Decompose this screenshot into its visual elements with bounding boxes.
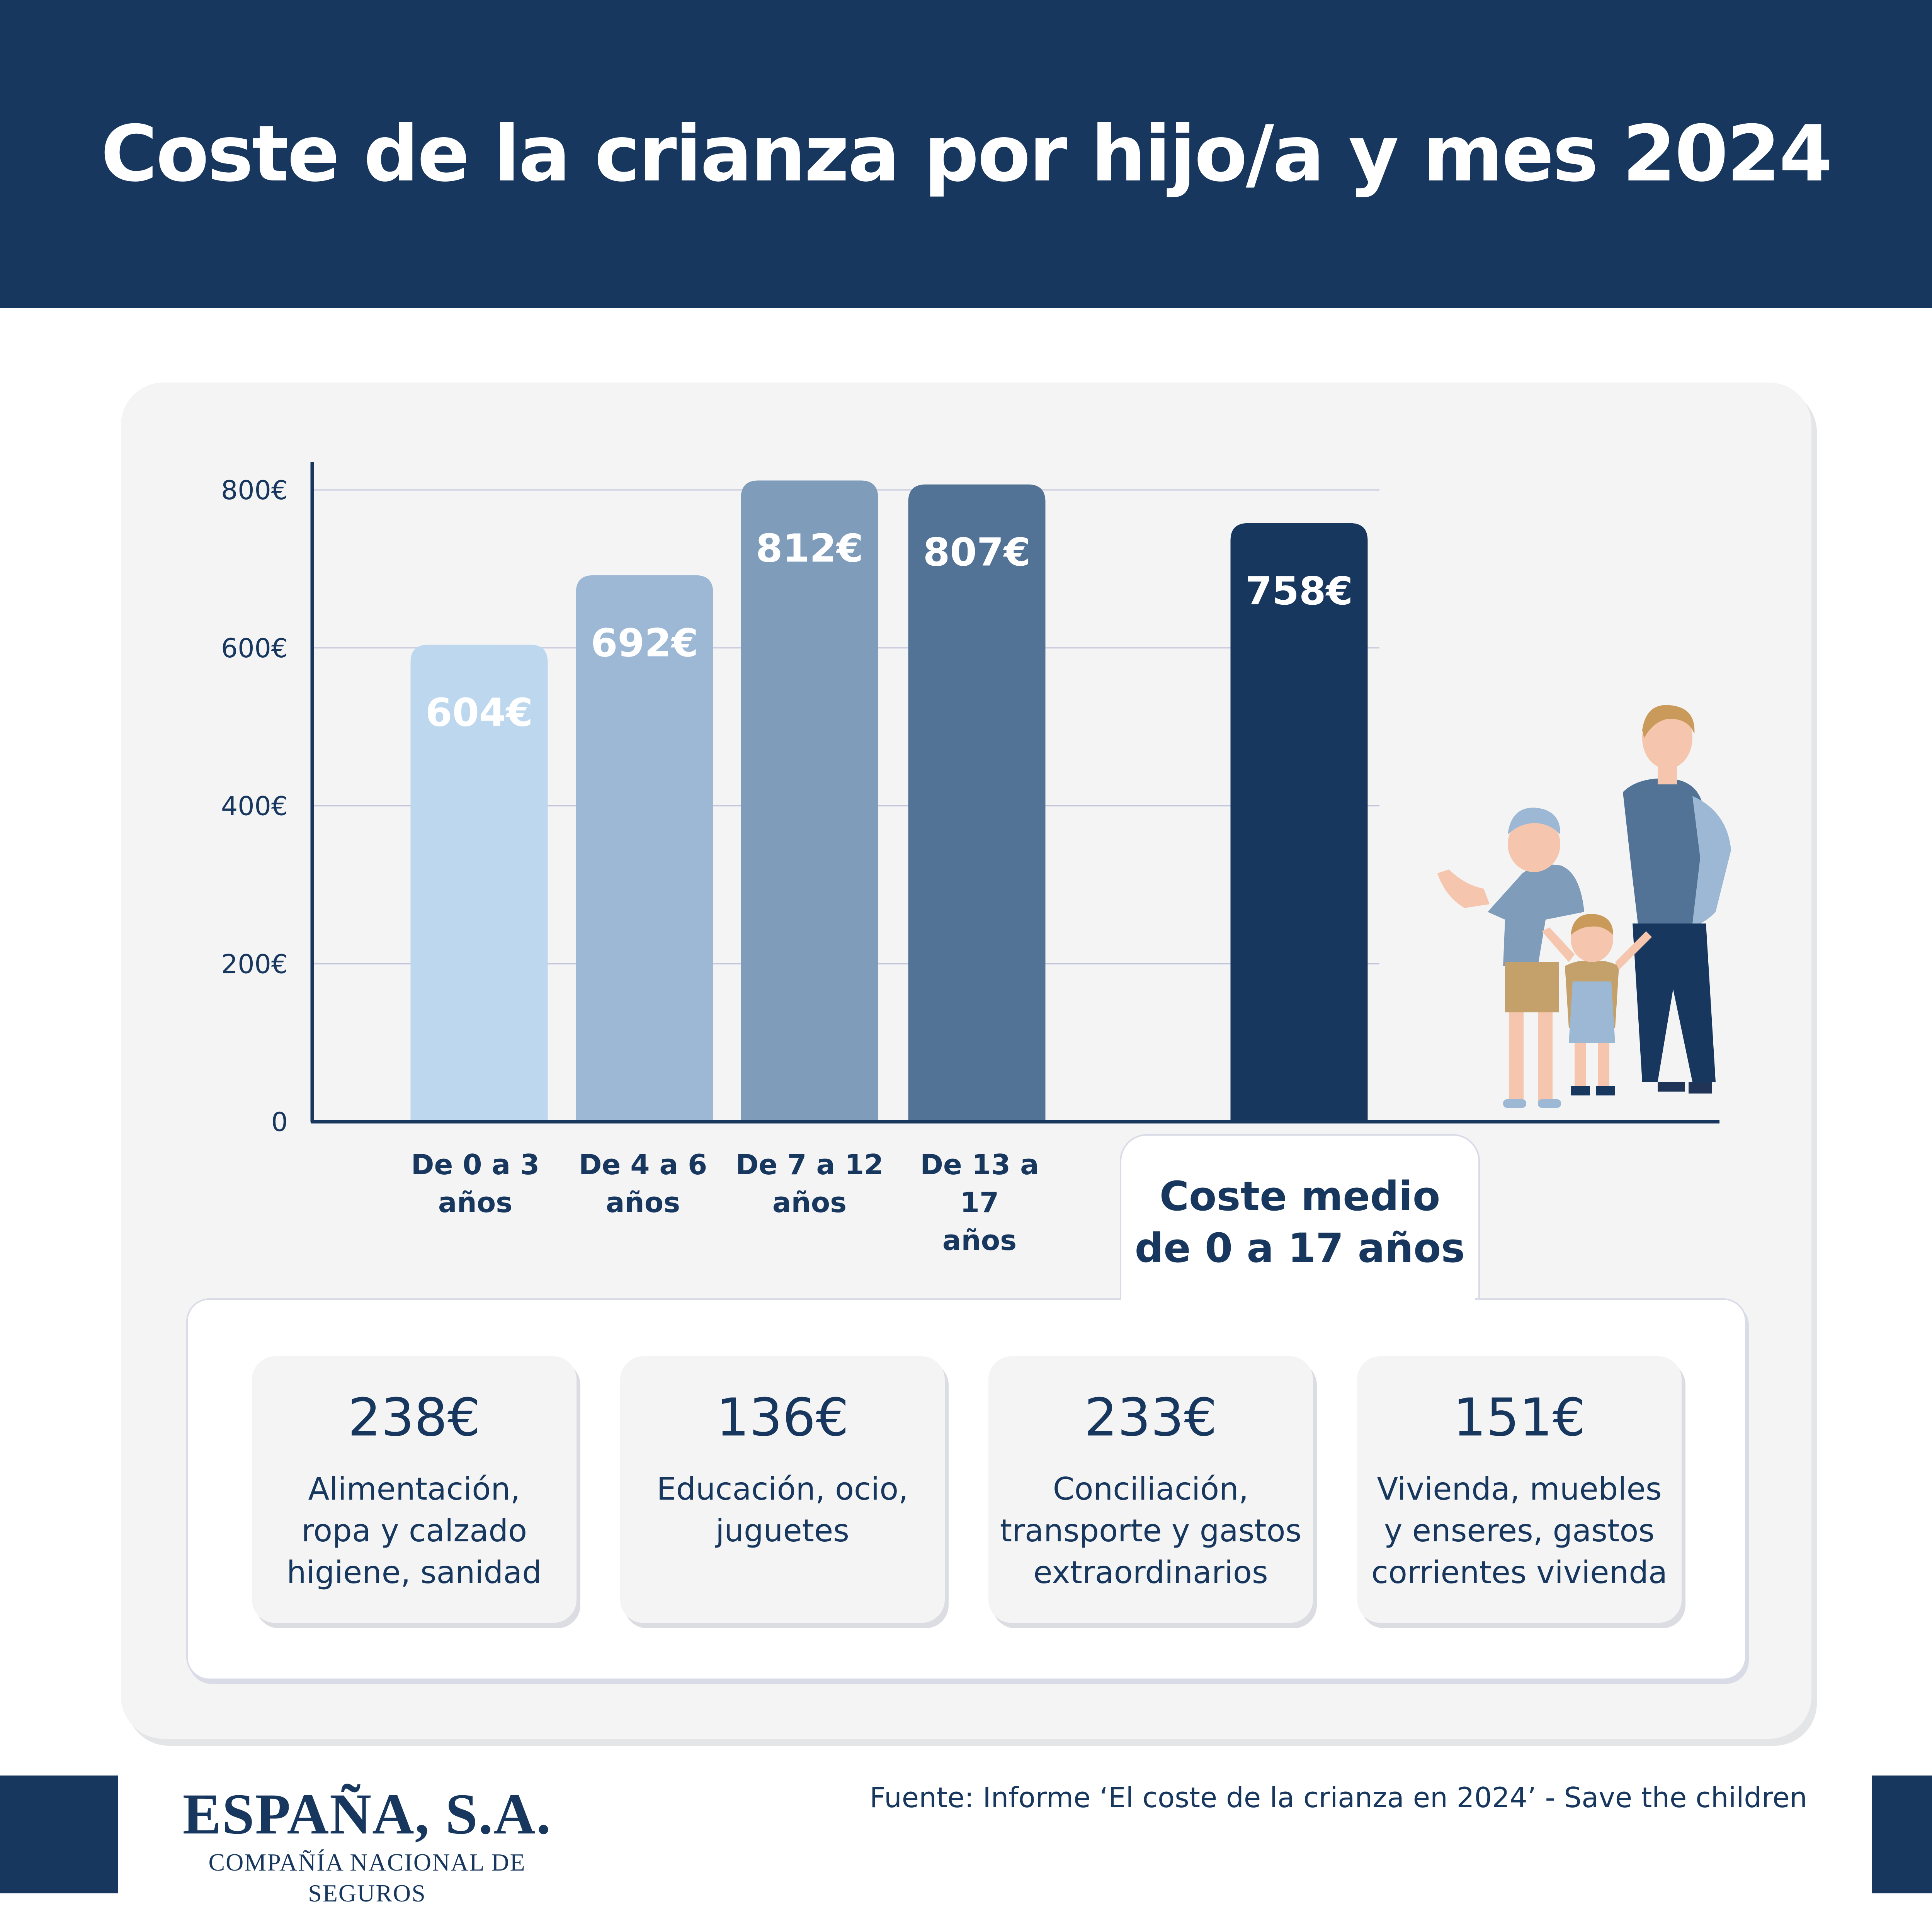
bar [1230,523,1368,1122]
y-tick-label: 0 [271,1107,288,1138]
bar-value-label: 692€ [591,621,698,666]
average-tab: Coste medio de 0 a 17 años [1120,1134,1480,1298]
card-value: 151€ [1453,1387,1586,1448]
footer-square-left [0,1776,118,1893]
breakdown-card-housing: 151€ Vivienda, muebles y enseres, gastos c… [1357,1356,1682,1623]
bar [410,645,548,1122]
breakdown-card-food: 238€ Alimentación, ropa y calzado higiene,… [252,1356,577,1623]
breakdown-card-education: 136€ Educación, ocio, juguetes [620,1356,945,1623]
category-label-4-6: De 4 a 6 años [578,1148,707,1219]
card-description: Conciliación, transporte y gastos extraord… [1000,1471,1302,1590]
source-note: Fuente: Informe ‘El coste de la crianza … [869,1781,1807,1814]
page-title: Coste de la crianza por hijo/a y mes 202… [100,109,1833,199]
category-label-0-3: De 0 a 3 años [411,1148,540,1219]
bar-chart: 604€ 692€ 812€ 807€ 758€ 0 200€ 400€ 600€ 800€ [221,462,1719,1138]
card-description: Vivienda, muebles y enseres, gastos corrie… [1371,1471,1667,1590]
header-banner [0,0,1932,308]
bar-value-label: 807€ [923,530,1031,575]
average-label: Coste medio de 0 a 17 años [1134,1173,1465,1272]
bar-value-label: 812€ [756,526,863,571]
y-tick-label: 400€ [221,791,288,822]
category-label-13-17: De 13 a 17 años [920,1148,1039,1257]
bar [576,575,713,1122]
breakdown-card-transport: 233€ Conciliación, transporte y gastos ext… [988,1356,1313,1623]
footer-square-right [1872,1776,1932,1893]
bar [741,480,878,1122]
card-description: Alimentación, ropa y calzado higiene, sani… [286,1471,542,1590]
y-tick-label: 200€ [221,949,288,980]
card-value: 233€ [1084,1387,1217,1448]
bar-value-label: 604€ [425,690,533,735]
bar-value-label: 758€ [1245,568,1353,614]
y-tick-label: 800€ [221,475,288,506]
family-illustration-icon [1437,705,1731,1108]
card-description: Educación, ocio, juguetes [656,1471,908,1549]
brand-subtitle: COMPAÑÍA NACIONAL DE SEGUROS [208,1849,526,1907]
category-label-7-12: De 7 a 12 años [735,1148,884,1219]
card-value: 238€ [348,1387,481,1448]
card-value: 136€ [716,1387,849,1448]
bar [908,484,1046,1122]
y-tick-label: 600€ [221,633,288,664]
brand-logo: ESPAÑA, S.A. [182,1782,552,1846]
